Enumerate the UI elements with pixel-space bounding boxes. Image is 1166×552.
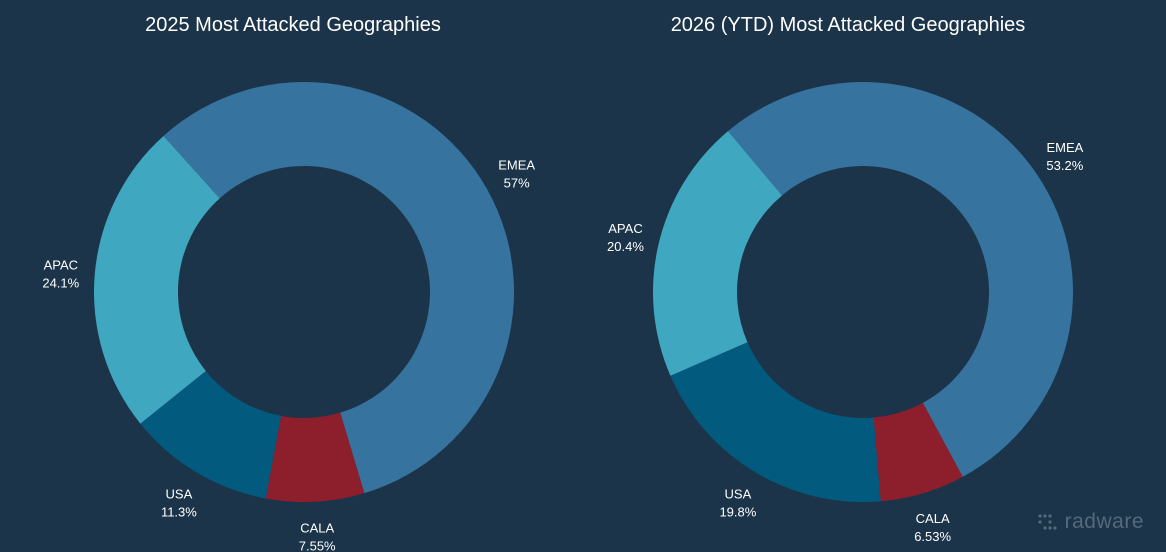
chart-title-2026: 2026 (YTD) Most Attacked Geographies	[670, 14, 1026, 36]
slice-value-apac-0: 24.1%	[42, 275, 79, 290]
slice-apac-1	[653, 131, 783, 376]
slice-value-emea-0: 57%	[504, 175, 530, 190]
slice-label-usa-1: USA	[725, 486, 752, 501]
slice-label-apac-1: APAC	[608, 221, 642, 236]
slice-label-emea-1: EMEA	[1046, 140, 1083, 155]
donut-chart-2025: EMEA 57% CALA 7.55% USA 11.3% APAC 24.1%	[42, 81, 535, 552]
slice-usa-0	[140, 370, 282, 499]
slice-label-usa-0: USA	[166, 486, 193, 501]
slice-value-cala-0: 7.55%	[299, 539, 336, 552]
slice-value-apac-1: 20.4%	[607, 239, 644, 254]
slice-value-emea-1: 53.2%	[1046, 158, 1083, 173]
slice-value-usa-1: 19.8%	[719, 504, 756, 519]
slice-label-emea-0: EMEA	[498, 157, 535, 172]
slice-value-cala-1: 6.53%	[914, 529, 951, 544]
slice-value-usa-0: 11.3%	[161, 504, 197, 519]
chart-title-2025: 2025 Most Attacked Geographies	[145, 14, 441, 36]
donut-chart-2026: EMEA 53.2% CALA 6.53% USA 19.8% APAC 20.4%	[607, 82, 1084, 544]
slice-label-cala-0: CALA	[300, 521, 334, 536]
slice-label-apac-0: APAC	[44, 257, 78, 272]
slice-apac-0	[94, 135, 220, 424]
slice-emea-1	[728, 82, 1073, 477]
slice-cala-1	[873, 402, 963, 502]
slice-label-cala-1: CALA	[916, 511, 950, 526]
brand-logo: radware	[1037, 510, 1144, 534]
slice-cala-0	[265, 412, 365, 503]
brand-name: radware	[1064, 510, 1144, 533]
slice-emea-0	[163, 81, 515, 494]
slice-usa-1	[670, 342, 881, 502]
radware-dots-icon	[1038, 514, 1057, 530]
